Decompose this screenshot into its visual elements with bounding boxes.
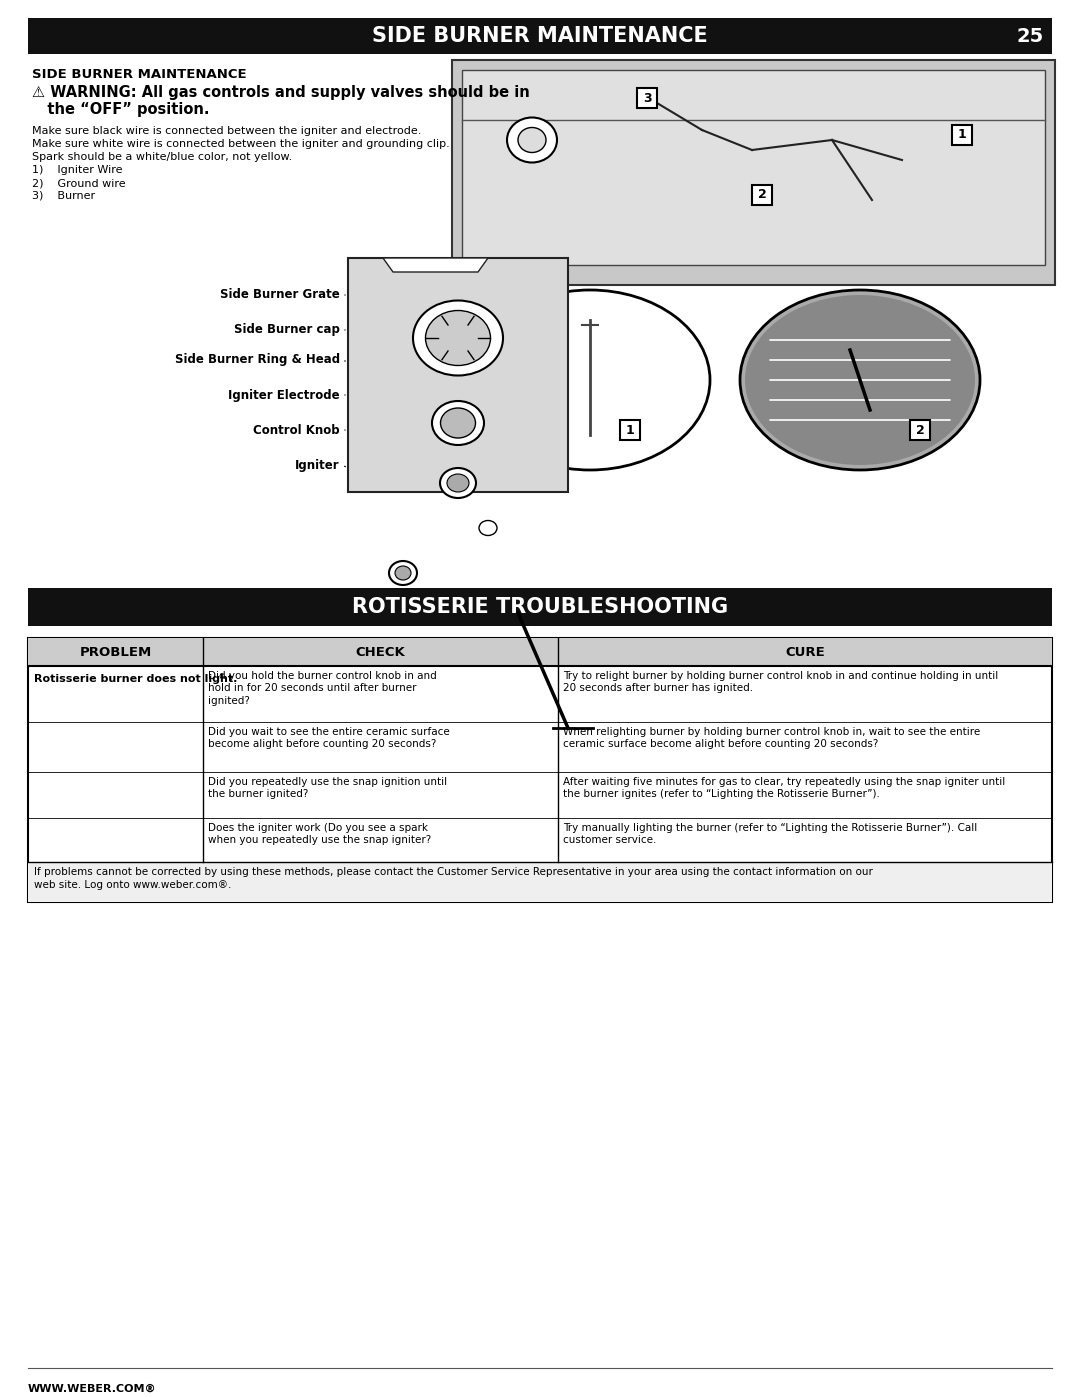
Bar: [462, 70, 1045, 265]
Bar: [453, 60, 1055, 285]
Text: 2: 2: [758, 189, 767, 201]
Bar: [28, 18, 1052, 54]
Text: If problems cannot be corrected by using these methods, please contact the Custo: If problems cannot be corrected by using…: [33, 868, 873, 890]
Text: Rotisserie burner does not light.: Rotisserie burner does not light.: [33, 673, 238, 685]
Text: Try to relight burner by holding burner control knob in and continue holding in : Try to relight burner by holding burner …: [563, 671, 998, 693]
Text: 3: 3: [643, 91, 651, 105]
Bar: [620, 420, 640, 440]
Text: Side Burner Grate: Side Burner Grate: [220, 289, 340, 302]
Text: Try manually lighting the burner (refer to “Lighting the Rotisserie Burner”). Ca: Try manually lighting the burner (refer …: [563, 823, 977, 845]
Ellipse shape: [740, 291, 980, 469]
Ellipse shape: [440, 468, 476, 497]
Text: Igniter Electrode: Igniter Electrode: [228, 388, 340, 401]
Ellipse shape: [413, 300, 503, 376]
Ellipse shape: [447, 474, 469, 492]
Polygon shape: [383, 258, 488, 272]
Bar: [348, 258, 568, 492]
Bar: [28, 588, 1052, 626]
Bar: [752, 184, 772, 205]
Text: Make sure black wire is connected between the igniter and electrode.: Make sure black wire is connected betwee…: [32, 126, 421, 136]
Text: 25: 25: [1016, 27, 1044, 46]
Text: CHECK: CHECK: [355, 645, 405, 658]
Text: Side Burner Ring & Head: Side Burner Ring & Head: [175, 353, 340, 366]
Bar: [28, 638, 1052, 666]
Bar: [951, 124, 972, 145]
Text: Control Knob: Control Knob: [254, 423, 340, 436]
Text: 1)    Igniter Wire: 1) Igniter Wire: [32, 165, 122, 175]
Ellipse shape: [470, 291, 710, 469]
Bar: [637, 88, 657, 108]
Text: SIDE BURNER MAINTENANCE: SIDE BURNER MAINTENANCE: [373, 27, 707, 46]
Text: PROBLEM: PROBLEM: [79, 645, 151, 658]
Text: Igniter: Igniter: [295, 458, 340, 472]
Ellipse shape: [395, 566, 411, 580]
Text: ⚠ WARNING: All gas controls and supply valves should be in: ⚠ WARNING: All gas controls and supply v…: [32, 85, 530, 101]
Bar: [28, 638, 1052, 902]
Text: SIDE BURNER MAINTENANCE: SIDE BURNER MAINTENANCE: [32, 68, 246, 81]
Text: 2)    Ground wire: 2) Ground wire: [32, 177, 125, 189]
Text: 1: 1: [958, 129, 967, 141]
Text: When relighting burner by holding burner control knob in, wait to see the entire: When relighting burner by holding burner…: [563, 726, 981, 749]
Ellipse shape: [480, 521, 497, 535]
Ellipse shape: [441, 408, 475, 439]
Text: 2: 2: [916, 423, 924, 436]
Ellipse shape: [432, 401, 484, 446]
Text: 3)    Burner: 3) Burner: [32, 191, 95, 201]
Text: Side Burner cap: Side Burner cap: [234, 324, 340, 337]
Bar: [28, 862, 1052, 902]
Text: Spark should be a white/blue color, not yellow.: Spark should be a white/blue color, not …: [32, 152, 293, 162]
Text: Did you hold the burner control knob in and
hold in for 20 seconds until after b: Did you hold the burner control knob in …: [208, 671, 436, 705]
Text: CURE: CURE: [785, 645, 825, 658]
Text: 1: 1: [625, 423, 634, 436]
Text: Does the igniter work (Do you see a spark
when you repeatedly use the snap ignit: Does the igniter work (Do you see a spar…: [208, 823, 431, 845]
Text: Make sure white wire is connected between the igniter and grounding clip.: Make sure white wire is connected betwee…: [32, 138, 449, 149]
Ellipse shape: [389, 562, 417, 585]
Text: WWW.WEBER.COM®: WWW.WEBER.COM®: [28, 1384, 157, 1394]
Ellipse shape: [507, 117, 557, 162]
Text: the “OFF” position.: the “OFF” position.: [32, 102, 210, 117]
Ellipse shape: [745, 295, 975, 465]
Bar: [910, 420, 930, 440]
Text: After waiting five minutes for gas to clear, try repeatedly using the snap ignit: After waiting five minutes for gas to cl…: [563, 777, 1005, 799]
Text: Did you repeatedly use the snap ignition until
the burner ignited?: Did you repeatedly use the snap ignition…: [208, 777, 447, 799]
Ellipse shape: [518, 127, 546, 152]
Ellipse shape: [426, 310, 490, 366]
Text: Did you wait to see the entire ceramic surface
become alight before counting 20 : Did you wait to see the entire ceramic s…: [208, 726, 449, 749]
Text: ROTISSERIE TROUBLESHOOTING: ROTISSERIE TROUBLESHOOTING: [352, 597, 728, 617]
